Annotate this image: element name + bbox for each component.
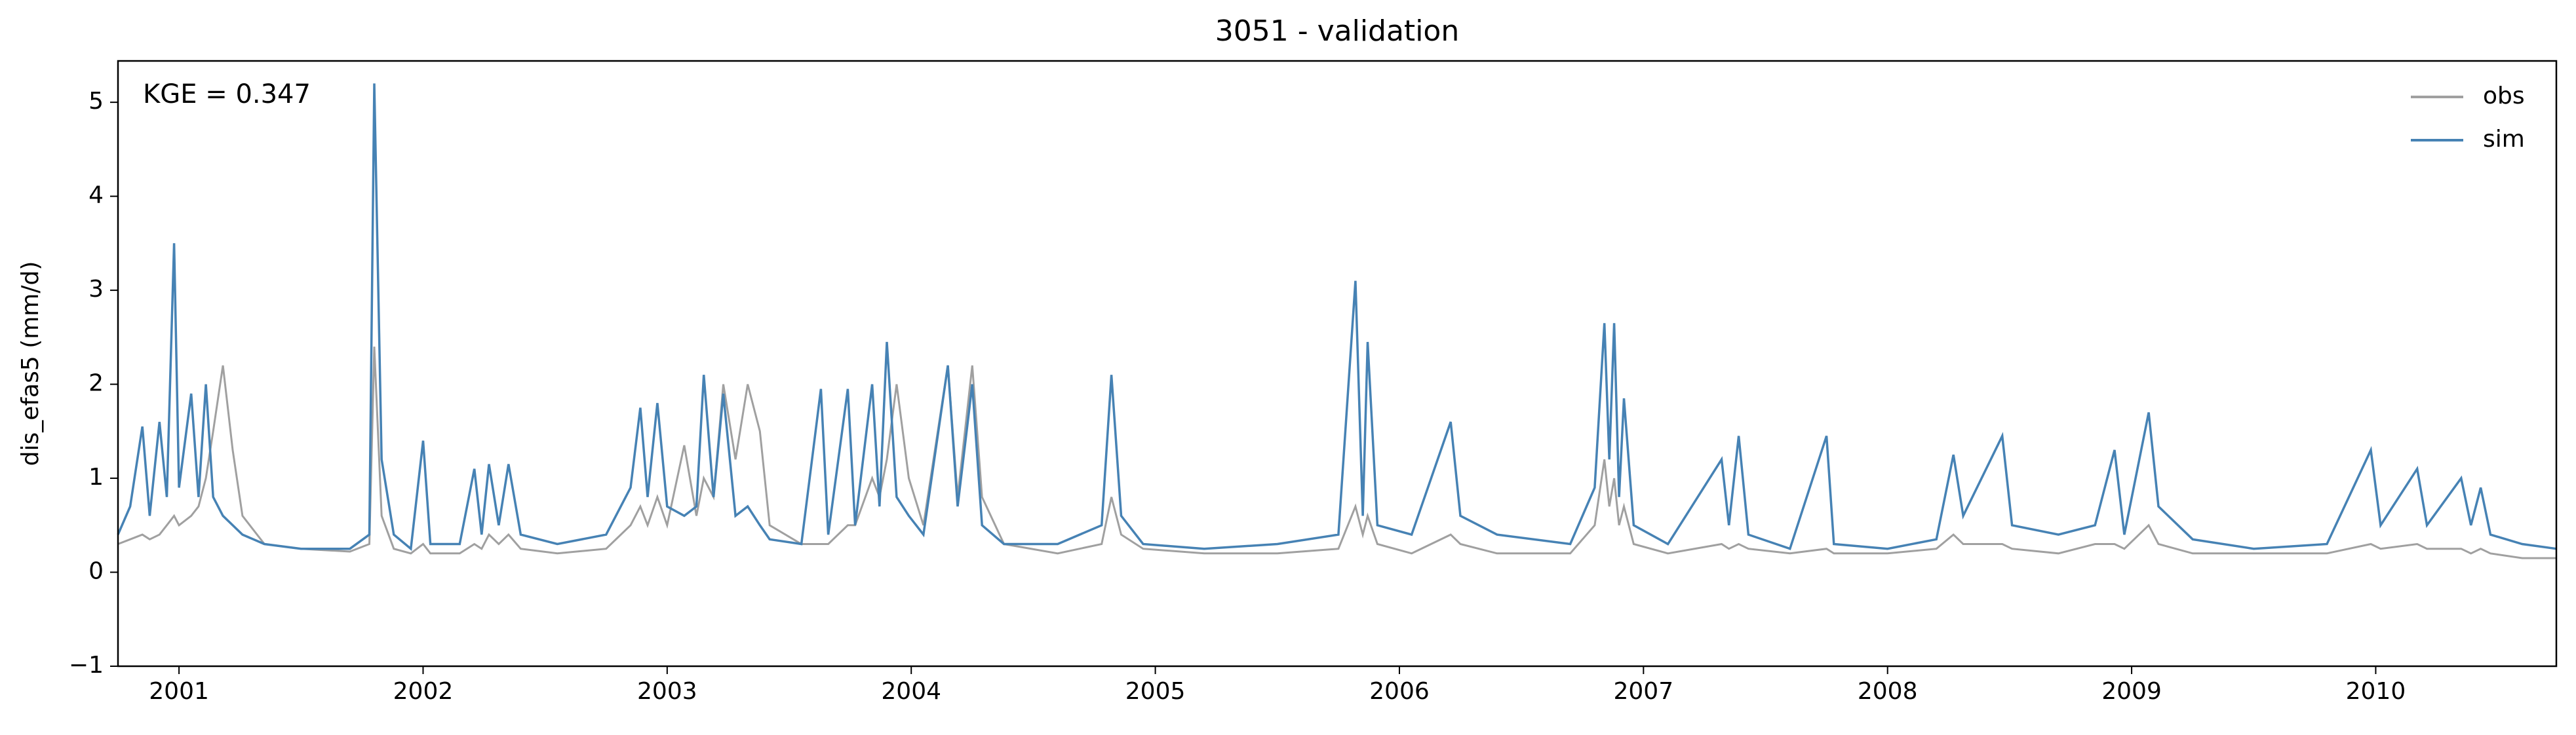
x-tick-label: 2010 <box>2346 678 2406 705</box>
x-tick-label: 2001 <box>149 678 209 705</box>
series-line <box>117 83 2557 552</box>
legend-label: obs <box>2483 83 2525 109</box>
y-tick-label: 2 <box>88 370 104 397</box>
x-tick-label: 2009 <box>2101 678 2162 705</box>
y-tick-label: 1 <box>88 464 104 491</box>
x-tick-label: 2008 <box>1858 678 1918 705</box>
legend-label: sim <box>2483 126 2525 153</box>
y-tick-label: 0 <box>88 558 104 585</box>
x-tick-label: 2003 <box>637 678 697 705</box>
y-tick-label: 4 <box>88 182 104 209</box>
y-tick-label: 5 <box>88 88 104 115</box>
x-tick-label: 2007 <box>1614 678 1674 705</box>
x-tick-label: 2006 <box>1369 678 1430 705</box>
annotation: KGE = 0.347 <box>143 79 311 109</box>
x-tick-label: 2002 <box>393 678 454 705</box>
y-axis-label: dis_efas5 (mm/d) <box>17 261 44 466</box>
chart-title: 3051 - validation <box>1215 14 1459 48</box>
plot-frame <box>117 60 2558 668</box>
x-tick-label: 2004 <box>881 678 941 705</box>
x-tick-label: 2005 <box>1125 678 1186 705</box>
y-tick-label: 3 <box>88 276 104 303</box>
y-tick-label: −1 <box>69 652 104 679</box>
